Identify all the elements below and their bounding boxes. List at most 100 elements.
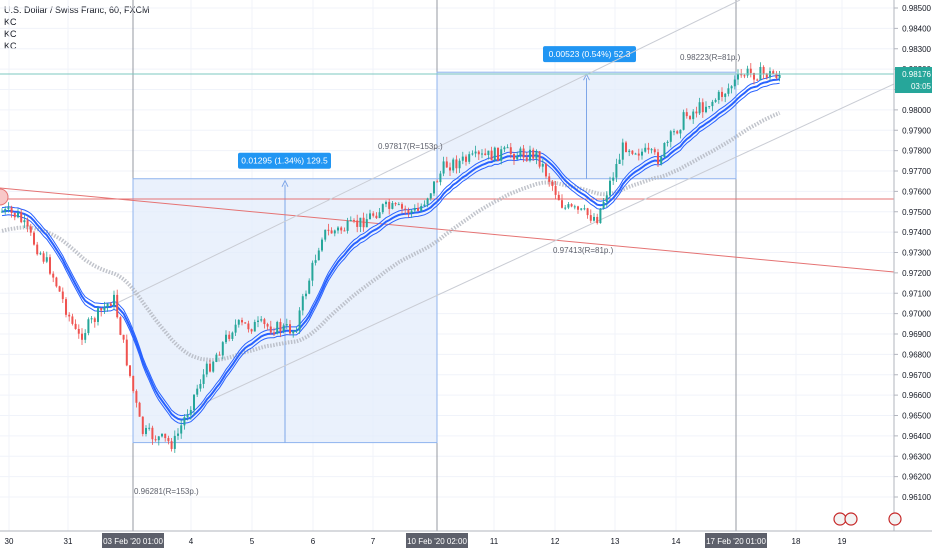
candle-body <box>708 106 711 108</box>
candle-body <box>756 79 759 81</box>
price-tick-label: 0.97200 <box>902 269 931 278</box>
candle-body <box>733 79 736 87</box>
candle-body <box>721 91 723 97</box>
candle-body <box>490 150 493 161</box>
price-tick-label: 0.98000 <box>902 106 931 115</box>
economic-event-flag-icon <box>833 512 847 526</box>
candle-body <box>81 333 83 340</box>
candle-body <box>180 425 183 434</box>
candle-body <box>602 201 605 209</box>
candle-body <box>394 203 397 205</box>
candle-body <box>49 257 51 274</box>
candle-body <box>221 342 224 356</box>
candle-body <box>305 293 307 297</box>
time-highlight-label: 03 Feb '20 01:00 <box>103 537 163 546</box>
measurement-label: 0.00523 (0.54%) 52.3 <box>549 49 631 59</box>
candle-body <box>749 68 752 73</box>
candle-body <box>442 161 445 174</box>
candle-body <box>724 93 727 97</box>
candle-body <box>74 323 77 329</box>
candle-body <box>481 153 483 155</box>
kc-middle-line <box>1 78 780 421</box>
candle-body <box>573 206 576 208</box>
candle-body <box>218 354 221 356</box>
candle-body <box>596 216 599 224</box>
symbol-title[interactable]: U.S. Dollar / Swiss Franc, 60, FXCM <box>4 5 150 15</box>
candle-body <box>337 227 339 231</box>
candle-body <box>359 217 362 227</box>
candle-body <box>237 320 240 325</box>
candle-body <box>215 354 218 362</box>
time-tick-label: 4 <box>189 537 194 546</box>
price-tick-label: 0.96500 <box>902 412 931 421</box>
time-highlight-label: 10 Feb '20 02:00 <box>407 537 467 546</box>
candle-body <box>513 154 515 160</box>
trend-lines <box>0 0 895 406</box>
time-highlight-bg <box>406 533 468 548</box>
candle-body <box>474 151 477 154</box>
candle-body <box>522 148 525 158</box>
candle-body <box>567 204 570 208</box>
candle-body <box>353 220 355 222</box>
candle-body <box>765 73 768 78</box>
candle-body <box>519 148 522 156</box>
candle-body <box>298 310 301 331</box>
candle-body <box>17 212 19 218</box>
candle-body <box>68 314 71 317</box>
indicator-kc-3[interactable]: KC <box>4 41 17 51</box>
price-tick-label: 0.98500 <box>902 4 931 13</box>
candle-body <box>404 208 407 210</box>
candle-body <box>164 433 167 439</box>
measurement-arrow-head <box>281 179 289 187</box>
candle-body <box>673 131 675 133</box>
indicator-kc-2[interactable]: KC <box>4 29 17 39</box>
candle-body <box>205 363 208 375</box>
candle-body <box>225 334 227 343</box>
candle-body <box>541 163 544 167</box>
candle-body <box>407 209 410 214</box>
annotations: 0.96281(R=153p.) 0.97817(R=153p.) 0.97413(… <box>0 53 894 496</box>
candle-body <box>429 193 432 199</box>
candle-body <box>193 394 195 410</box>
candle-body <box>228 334 231 339</box>
candle-body <box>125 339 128 366</box>
price-tick-label: 0.97100 <box>902 289 931 298</box>
candle-body <box>247 323 250 330</box>
candle-body <box>199 383 202 389</box>
candle-body <box>58 286 61 292</box>
candle-body <box>145 427 147 434</box>
candle-body <box>506 147 509 149</box>
price-annotation: 0.97817(R=153p.) <box>378 142 443 151</box>
measurement-label-bg <box>238 152 331 169</box>
chart-legend: U.S. Dollar / Swiss Franc, 60, FXCM KC K… <box>4 4 150 52</box>
candle-body <box>570 204 573 207</box>
candle-body <box>711 101 714 107</box>
time-tick-label: 6 <box>311 537 316 546</box>
kc-lower-line <box>1 82 780 425</box>
time-tick-label: 31 <box>64 537 73 546</box>
candle-body <box>241 320 243 323</box>
candle-body <box>666 141 669 144</box>
candle-body <box>13 212 16 218</box>
candle-body <box>170 441 173 449</box>
trend-handle <box>0 188 9 206</box>
candle-body <box>103 307 106 311</box>
price-tick-label: 0.96800 <box>902 350 931 359</box>
candle-body <box>685 112 688 117</box>
candle-body <box>349 220 352 222</box>
candle-body <box>449 167 451 171</box>
candle-body <box>634 153 637 155</box>
indicator-kc-1[interactable]: KC <box>4 17 17 27</box>
candle-body <box>45 257 48 262</box>
candle-body <box>244 322 247 324</box>
candle-body <box>276 322 279 334</box>
candle-body <box>669 131 672 142</box>
price-tick-label: 0.97400 <box>902 228 931 237</box>
candle-body <box>525 157 528 161</box>
candle-body <box>599 208 602 224</box>
candle-body <box>196 388 199 395</box>
candle-body <box>487 150 490 156</box>
candle-body <box>535 151 538 159</box>
candle-body <box>484 153 487 156</box>
